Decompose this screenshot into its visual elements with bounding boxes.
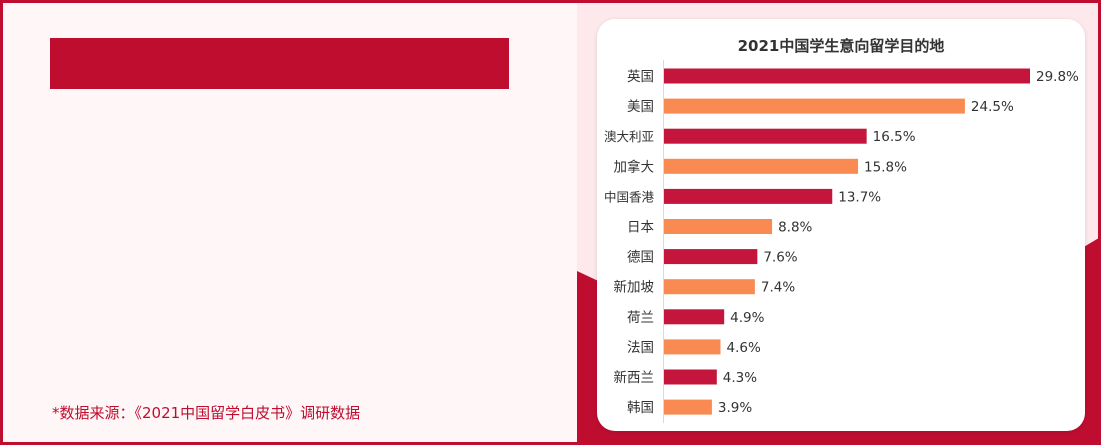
data-label: 29.8%: [1036, 69, 1079, 85]
bar: [664, 399, 712, 415]
bar: [664, 128, 867, 144]
category-label: 中国香港: [604, 189, 655, 204]
bar: [664, 68, 1030, 84]
data-label: 13.7%: [838, 189, 881, 205]
bar: [664, 219, 773, 234]
bar: [664, 279, 755, 295]
data-label: 4.6%: [726, 340, 760, 356]
bar-chart: 英国 29.8% 美国 24.5% 澳大利亚 16.5% 加拿大 15.8% 中国香港 13.7%…: [604, 60, 1079, 424]
source-note: *数据来源：《2021中国留学白皮书》调研数据: [52, 404, 361, 422]
title-bar: [50, 38, 509, 89]
bar: [664, 98, 965, 114]
bar: [664, 339, 721, 355]
data-label: 7.6%: [763, 250, 797, 266]
category-label: 新西兰: [614, 370, 655, 386]
bar: [664, 188, 833, 204]
data-label: 7.4%: [761, 280, 795, 296]
category-label: 澳大利亚: [604, 129, 654, 144]
data-label: 8.8%: [778, 220, 812, 236]
data-label: 16.5%: [873, 129, 916, 145]
category-label: 荷兰: [627, 310, 654, 326]
chart-card: 2021中国学生意向留学目的地 英国 29.8% 美国 24.5% 澳大利亚 16.5% 加…: [597, 19, 1085, 431]
category-label: 美国: [627, 99, 654, 115]
chart-title: 2021中国学生意向留学目的地: [737, 37, 945, 55]
category-label: 法国: [627, 340, 654, 356]
bar: [664, 158, 859, 174]
category-label: 德国: [627, 250, 654, 266]
left-panel: *数据来源：《2021中国留学白皮书》调研数据: [3, 3, 577, 442]
data-label: 4.3%: [723, 370, 757, 386]
bar: [664, 309, 725, 325]
data-label: 3.9%: [718, 400, 752, 416]
category-label: 新加坡: [614, 280, 655, 296]
category-label: 英国: [627, 68, 654, 85]
data-label: 15.8%: [864, 159, 907, 175]
category-label: 加拿大: [614, 158, 655, 175]
category-label: 日本: [627, 220, 655, 236]
bar: [664, 369, 717, 385]
bar: [664, 249, 758, 265]
data-label: 24.5%: [971, 99, 1014, 115]
category-label: 韩国: [627, 400, 654, 416]
data-label: 4.9%: [730, 310, 764, 326]
